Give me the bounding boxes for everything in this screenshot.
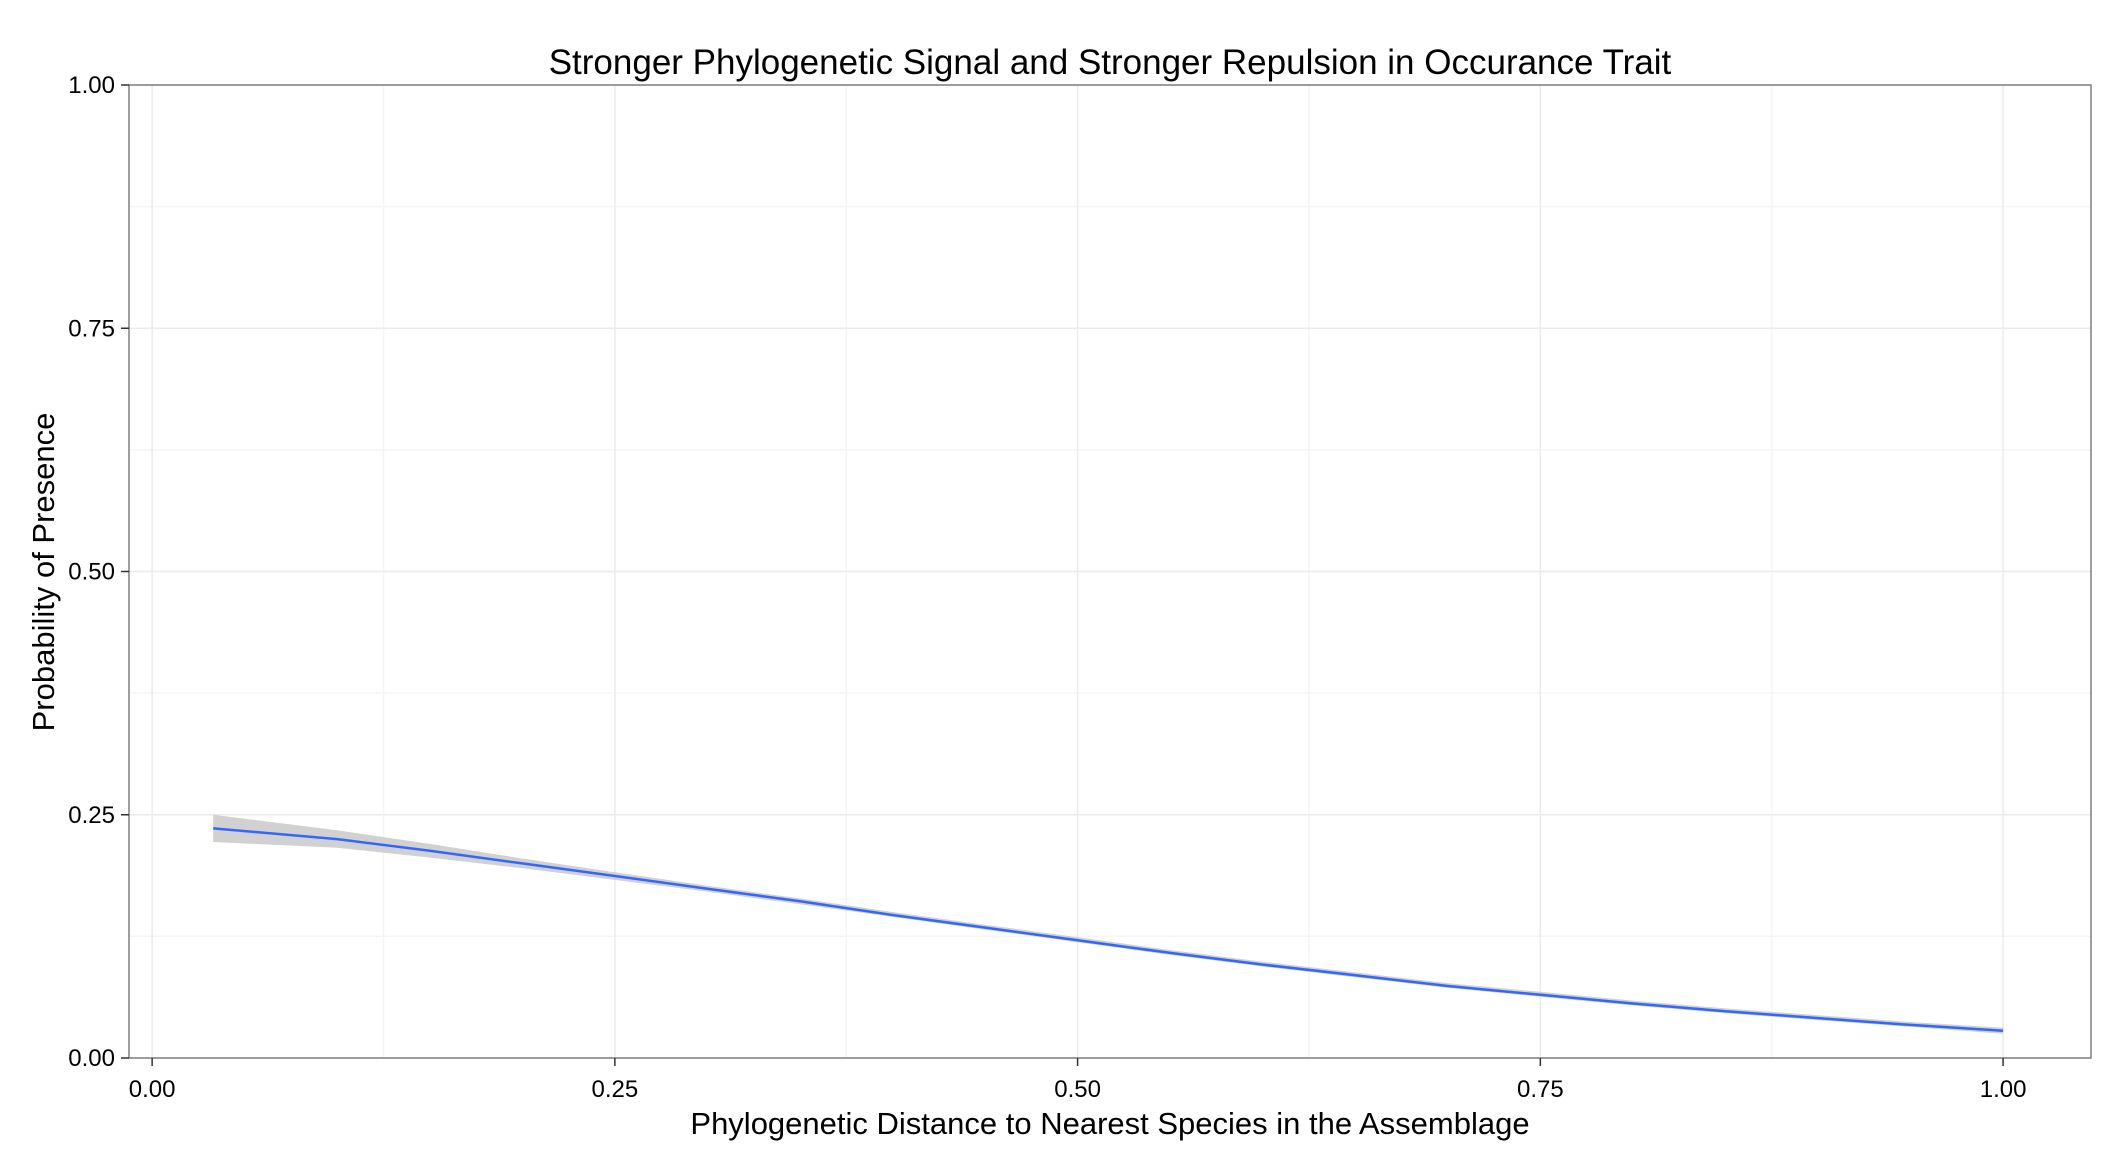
y-axis-title: Probability of Presence	[26, 413, 61, 732]
fitted-line	[213, 827, 2004, 1033]
y-tick-label: 0.75	[68, 315, 115, 342]
x-tick-label: 0.50	[1054, 1076, 1101, 1103]
x-axis: 0.00 0.25 0.50 0.75 1.00	[129, 1058, 2027, 1103]
y-axis: 0.00 0.25 0.50 0.75 1.00	[68, 72, 129, 1072]
chart-title: Stronger Phylogenetic Signal and Stronge…	[549, 43, 1672, 82]
x-tick-label: 0.25	[592, 1076, 639, 1103]
y-tick-label: 0.25	[68, 802, 115, 829]
fitted-line-layer	[213, 827, 2004, 1033]
x-tick-label: 0.75	[1517, 1076, 1564, 1103]
x-tick-label: 0.00	[129, 1076, 176, 1103]
y-tick-label: 0.50	[68, 559, 115, 586]
y-tick-label: 0.00	[68, 1045, 115, 1072]
y-tick-label: 1.00	[68, 72, 115, 99]
x-tick-label: 1.00	[1980, 1076, 2027, 1103]
x-axis-title: Phylogenetic Distance to Nearest Species…	[690, 1106, 1529, 1141]
